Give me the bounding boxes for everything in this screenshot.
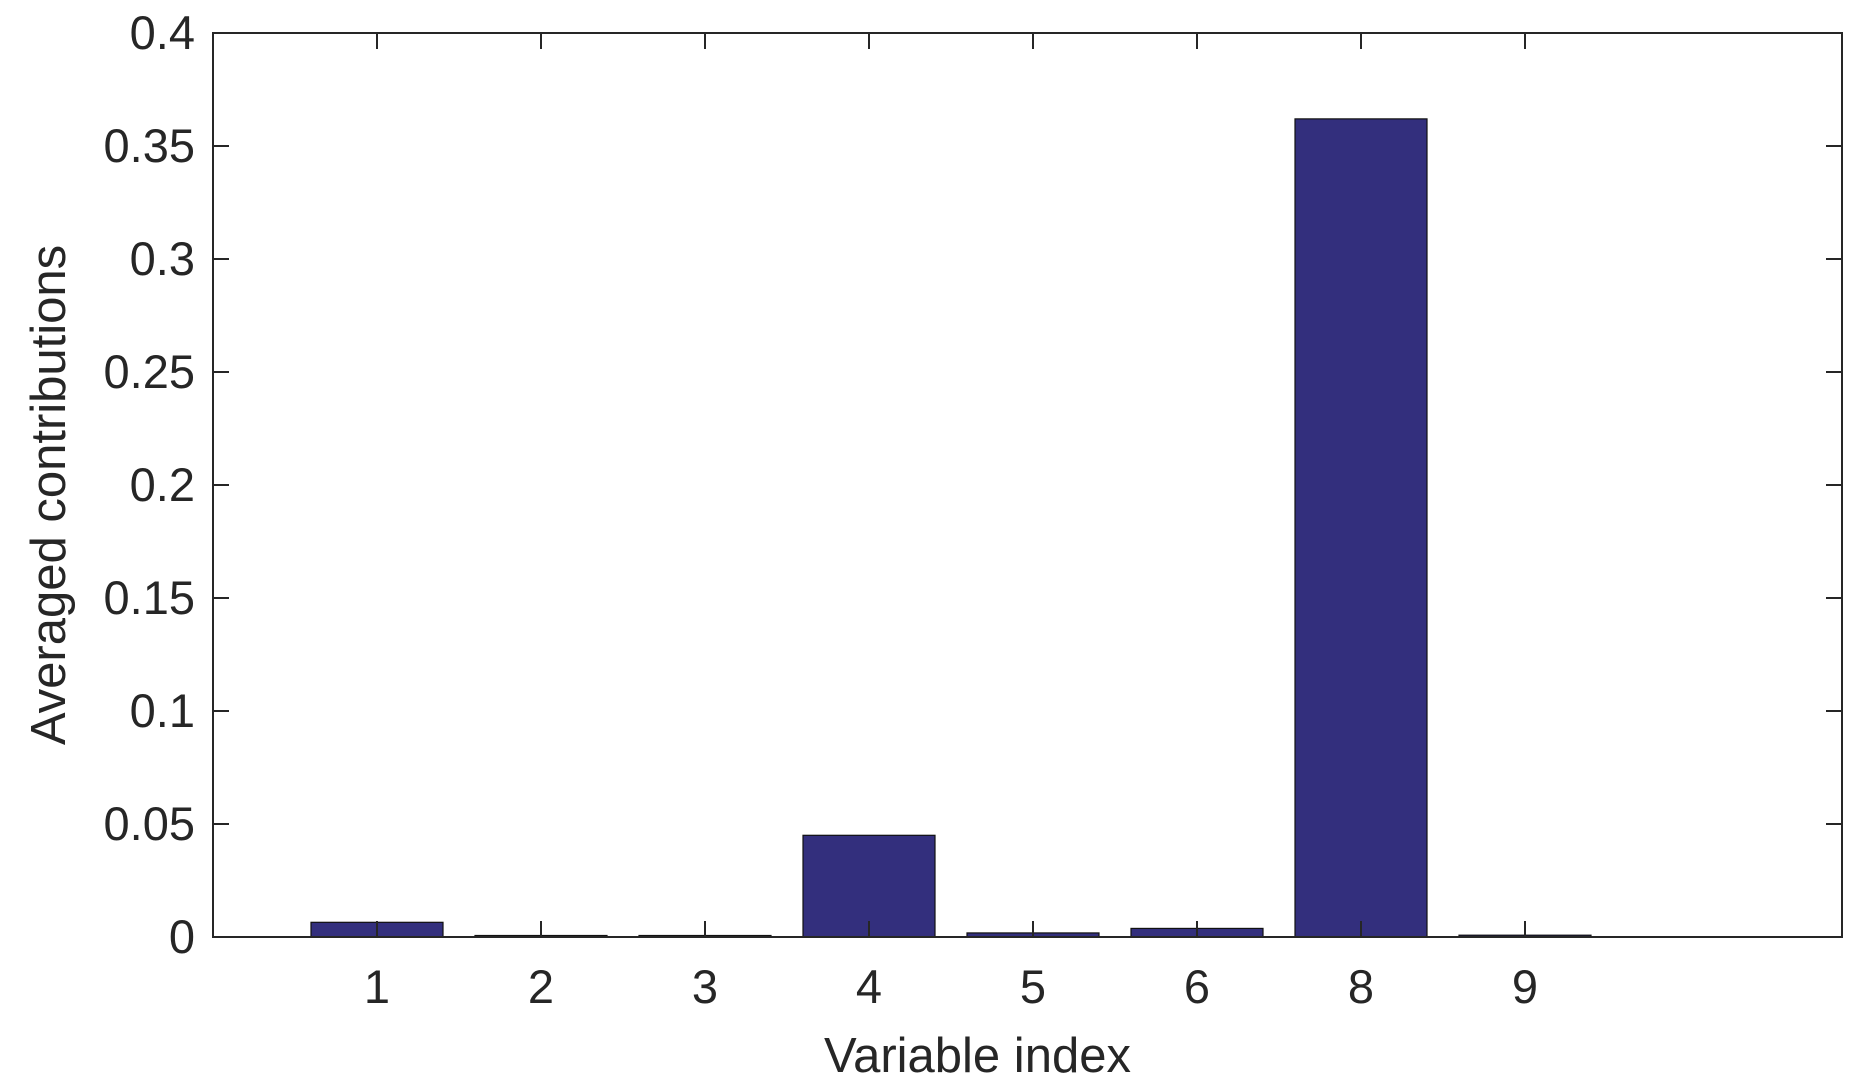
x-tick-labels: 1 2 3 4 5 6 8 9 (364, 960, 1538, 1013)
bar-8 (1294, 118, 1428, 938)
x-tick-label: 9 (1512, 960, 1538, 1013)
x-tick-label: 4 (856, 960, 882, 1013)
y-tick-label: 0 (169, 910, 195, 963)
y-tick-label: 0.25 (104, 345, 195, 398)
plot-area (213, 33, 1842, 937)
x-tick-label: 3 (692, 960, 718, 1013)
y-tick-label: 0.4 (130, 6, 195, 59)
axes-box (212, 32, 1843, 938)
y-tick-labels: 0 0.05 0.1 0.15 0.2 0.25 0.3 0.35 0.4 (104, 6, 195, 963)
y-tick-label: 0.05 (104, 797, 195, 850)
y-tick-label: 0.2 (130, 458, 195, 511)
x-tick-label: 5 (1020, 960, 1046, 1013)
y-axis-label: Averaged contributions (22, 245, 76, 745)
y-tick-label: 0.3 (130, 232, 195, 285)
x-tick-label: 2 (528, 960, 554, 1013)
x-axis-label: Variable index (824, 1029, 1131, 1083)
bar-4 (802, 834, 936, 938)
x-tick-label: 8 (1348, 960, 1374, 1013)
y-tick-label: 0.35 (104, 119, 195, 172)
y-tick-label: 0.15 (104, 571, 195, 624)
x-tick-label: 6 (1184, 960, 1210, 1013)
y-tick-label: 0.1 (130, 684, 195, 737)
x-tick-label: 1 (364, 960, 390, 1013)
